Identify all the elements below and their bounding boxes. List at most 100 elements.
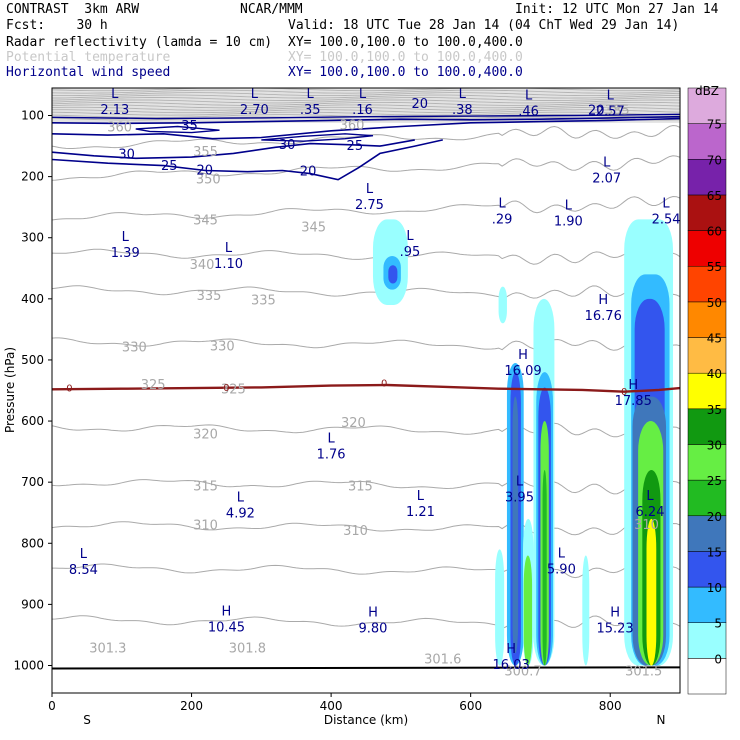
extremum-type: H — [610, 605, 620, 620]
y-tick-label: 200 — [21, 170, 44, 184]
extremum-value: 6.24 — [636, 505, 665, 520]
extremum-value: .38 — [452, 103, 473, 118]
theta-label: 350 — [196, 173, 221, 188]
extremum-value: 2.54 — [652, 212, 681, 227]
reflectivity-cell — [388, 265, 398, 284]
theta-contour-upper — [52, 104, 680, 109]
extremum-type: L — [516, 475, 524, 490]
organization: NCAR/MMM — [240, 2, 303, 17]
extremum-marker: L2.54 — [652, 196, 681, 227]
wind-contour — [135, 125, 220, 134]
wind-contour — [52, 113, 680, 120]
extremum-marker: L.29 — [492, 196, 513, 227]
extremum-type: L — [366, 182, 374, 197]
theta-label: 320 — [341, 416, 366, 431]
extremum-value: .16 — [352, 103, 373, 118]
colorbar-swatch — [687, 265, 727, 303]
wind-label: 35 — [181, 119, 198, 134]
theta-label: 325 — [221, 382, 246, 397]
y-tick-label: 1000 — [13, 659, 44, 673]
extremum-type: L — [565, 198, 573, 213]
y-tick-label: 300 — [21, 231, 44, 245]
extremum-type: L — [111, 87, 119, 102]
extremum-marker: L6.24 — [636, 489, 665, 520]
extremum-value: 8.54 — [69, 563, 98, 578]
field-reflectivity-xy: XY= 100.0,100.0 to 100.0,400.0 — [288, 35, 523, 50]
extremum-value: .46 — [518, 104, 539, 119]
colorbar-swatch — [687, 301, 727, 338]
y-axis-title: Pressure (hPa) — [3, 347, 17, 433]
extremum-value: 2.70 — [240, 103, 269, 118]
colorbar-label: 30 — [707, 438, 722, 452]
colorbar-label: 25 — [707, 474, 722, 488]
colorbar-title: dBZ — [695, 84, 719, 98]
extremum-type: L — [417, 489, 425, 504]
extremum-value: 5.90 — [547, 563, 576, 578]
wind-label: 0 — [223, 383, 229, 394]
extremum-value: 16.76 — [585, 309, 622, 324]
extremum-marker: L2.07 — [592, 156, 621, 187]
colorbar-label: 60 — [707, 225, 722, 239]
extremum-value: .95 — [400, 245, 421, 260]
theta-label: 330 — [210, 340, 235, 355]
colorbar-label: 35 — [707, 403, 722, 417]
extremum-type: H — [628, 378, 638, 393]
theta-contour-upper — [52, 99, 680, 104]
extremum-value: 2.07 — [592, 172, 621, 187]
extremum-marker: L8.54 — [69, 547, 98, 578]
wind-label: 20 — [300, 165, 317, 180]
theta-label: 335 — [251, 294, 276, 309]
theta-contour-upper — [52, 88, 680, 92]
colorbar-label: 40 — [707, 367, 722, 381]
colorbar-swatch — [687, 337, 727, 374]
colorbar-label: 45 — [707, 332, 722, 346]
theta-label: 360 — [107, 121, 132, 136]
theta-label: 301.5 — [625, 665, 662, 680]
colorbar-label: 15 — [707, 545, 722, 559]
colorbar-swatch — [687, 479, 727, 517]
extremum-value: 2.75 — [355, 198, 384, 213]
theta-contour-upper — [52, 111, 680, 116]
extremum-value: 1.39 — [111, 246, 140, 261]
extremum-type: L — [406, 229, 414, 244]
wind-contour — [52, 139, 415, 160]
extremum-type: H — [506, 642, 516, 657]
theta-contour — [52, 195, 680, 221]
y-tick-label: 900 — [21, 597, 44, 611]
extremum-marker: H16.03 — [493, 642, 530, 673]
theta-contour — [52, 479, 680, 495]
extremum-marker: H16.09 — [504, 348, 541, 379]
extremum-value: 17.85 — [615, 394, 652, 409]
extremum-type: L — [646, 489, 654, 504]
reflectivity-cell — [646, 518, 657, 666]
extremum-type: L — [558, 547, 566, 562]
theta-label: 335 — [197, 289, 222, 304]
theta-label: 301.3 — [89, 641, 126, 656]
wind-label: 0 — [66, 383, 72, 394]
extremum-marker: H10.45 — [208, 605, 245, 636]
zero-wind-contour — [52, 383, 680, 393]
wind-contour — [52, 117, 680, 140]
extremum-value: .29 — [492, 212, 513, 227]
colorbar-swatch — [687, 444, 727, 481]
colorbar-label: 20 — [707, 510, 722, 524]
theta-label: 325 — [141, 378, 166, 393]
wind-label: 20 — [588, 104, 605, 119]
extremum-type: L — [237, 490, 245, 505]
extremum-value: 1.76 — [317, 448, 346, 463]
extremum-marker: L2.13 — [100, 87, 129, 118]
theta-label: 320 — [193, 428, 218, 443]
extremum-marker: L4.92 — [226, 490, 255, 521]
extremum-value: 4.92 — [226, 506, 255, 521]
wind-label: 20 — [411, 97, 428, 112]
extremum-value: 1.10 — [214, 257, 243, 272]
valid-time: Valid: 18 UTC Tue 28 Jan 14 (04 ChT Wed … — [288, 18, 680, 33]
x-tick-label: 200 — [180, 699, 203, 713]
reflectivity-cell — [495, 549, 505, 666]
extremum-marker: H16.76 — [585, 293, 622, 324]
extremum-value: 2.57 — [596, 104, 625, 119]
wind-contour — [261, 133, 374, 142]
surface-line — [52, 666, 680, 670]
field-wind: Horizontal wind speed — [6, 65, 171, 80]
extremum-value: 3.95 — [505, 491, 534, 506]
